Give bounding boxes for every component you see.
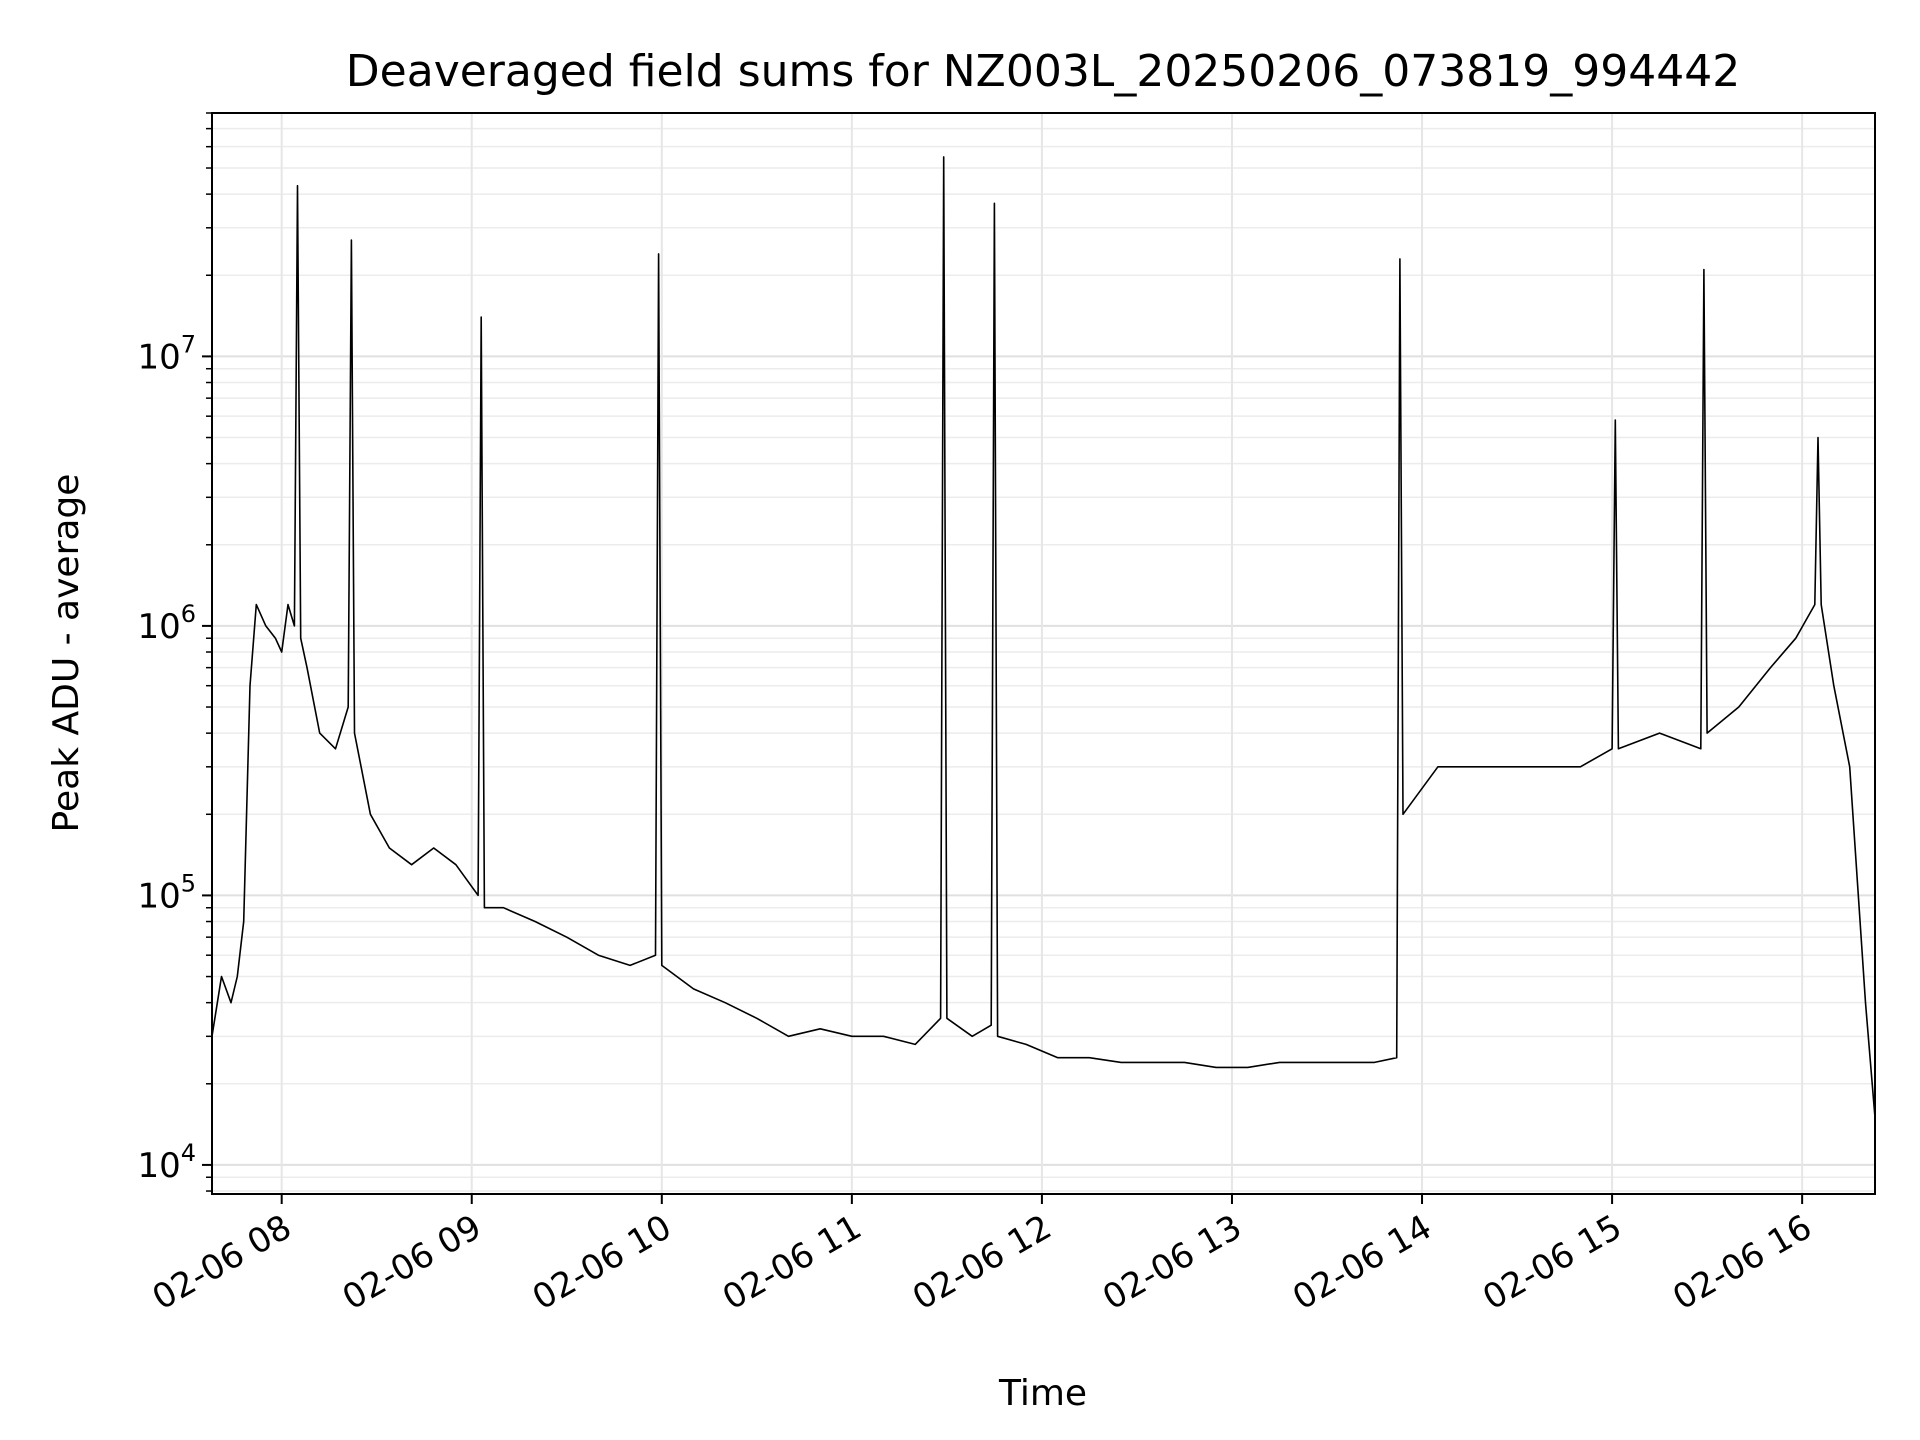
grid bbox=[212, 112, 1875, 1194]
series-line bbox=[211, 156, 1876, 1118]
y-axis-label: Peak ADU - average bbox=[46, 474, 87, 833]
y-axis: 104 105 106 107 bbox=[137, 112, 212, 1192]
y-tick-label: 107 bbox=[137, 330, 196, 377]
chart-title: Deaveraged field sums for NZ003L_2025020… bbox=[346, 46, 1740, 97]
x-axis-label: Time bbox=[998, 1373, 1087, 1414]
plot-frame bbox=[211, 112, 1876, 1195]
y-tick-label: 104 bbox=[137, 1139, 196, 1186]
y-tick-label: 106 bbox=[137, 600, 196, 647]
y-tick-label: 105 bbox=[137, 869, 196, 916]
